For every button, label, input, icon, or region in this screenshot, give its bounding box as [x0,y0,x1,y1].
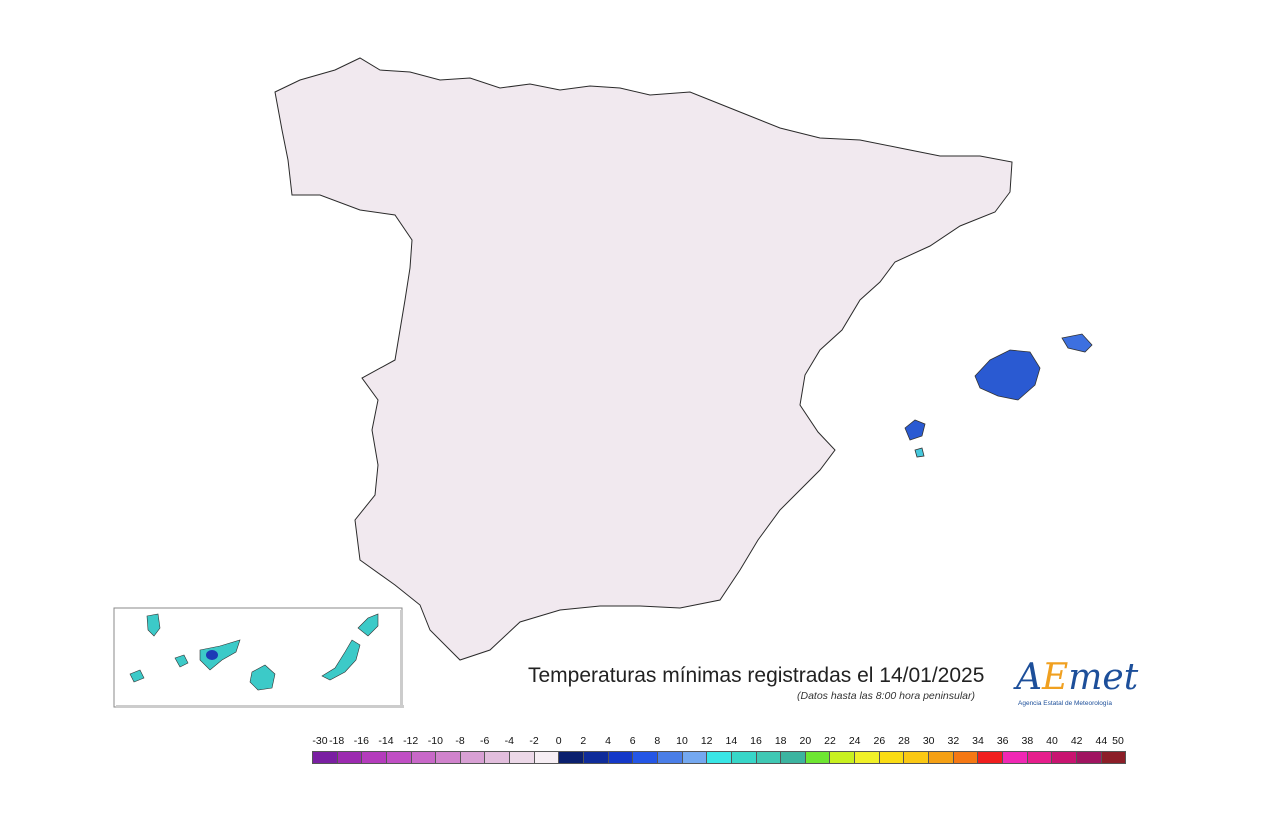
legend-tick-label: -18 [329,735,345,747]
aemet-agency-name: Agencia Estatal de Meteorología [1018,700,1112,707]
legend-swatch [362,752,387,763]
legend-swatch [707,752,732,763]
legend-swatch [855,752,880,763]
legend-tick-label: 0 [555,735,562,747]
legend-swatch [608,752,634,763]
legend-tick-label: 12 [700,735,713,747]
island-mallorca [974,349,1041,401]
legend-tick-label: 34 [972,735,984,747]
legend-swatch [731,752,757,763]
legend-swatch [633,752,658,763]
legend-swatch [460,752,486,763]
legend-swatch [1101,752,1126,763]
legend-tick-label: 20 [799,735,812,747]
legend-swatch [534,752,560,763]
legend-tick-label: 38 [1021,735,1034,747]
legend-tick-label: 18 [774,735,787,747]
legend-swatch [781,752,806,763]
legend-tick-label: 6 [629,735,636,747]
logo-letter-a: A [1016,657,1042,698]
legend-swatch [978,752,1003,763]
legend-tick-label: 32 [947,735,960,747]
legend-tick-label: -4 [504,735,514,747]
legend-tick-label: 24 [848,735,861,747]
logo-letter-e: E [1042,657,1069,698]
legend-tick-label: 42 [1070,735,1083,747]
legend-swatch [485,752,511,763]
legend-swatch [1076,752,1102,763]
island-la-gomera [174,654,189,668]
legend-swatch [386,752,412,763]
canary-inset-frame [113,607,403,708]
legend-tick-label: -6 [479,735,490,747]
island-el-hierro [129,669,145,683]
legend-tick-label: 22 [824,735,836,747]
legend-color-bar [312,751,1126,764]
legend-swatch [953,752,979,763]
legend-tick-label: 44 [1095,735,1108,747]
island-tenerife [199,639,241,671]
peninsula [274,57,1013,661]
legend-tick-label: 16 [750,735,762,747]
legend-swatch [1002,752,1028,763]
legend-tick-label: 2 [580,735,587,747]
island-ibiza [904,419,926,441]
island-la-palma [146,613,161,637]
legend-swatch [436,752,461,763]
tenerife-warm-spot [206,650,218,660]
legend-tick-label: -30 [312,735,328,747]
legend-swatch [682,752,708,763]
legend-swatch [411,752,437,763]
legend-swatch [805,752,831,763]
legend-tick-label: -8 [455,735,465,747]
island-fuerteventura [321,639,361,681]
legend-tick-label: 40 [1046,735,1058,747]
aemet-logo-mark: AEmet [1016,658,1138,698]
island-lanzarote [357,613,379,637]
legend-swatch [584,752,609,763]
legend-swatch [830,752,856,763]
legend-swatch [879,752,905,763]
legend-swatch [1052,752,1077,763]
balearic-islands [904,333,1093,458]
legend-tick-label: 28 [898,735,910,747]
island-formentera [914,447,925,458]
legend-tick-label: 4 [605,735,611,747]
logo-letters-met: met [1068,657,1139,698]
aemet-logo: AEmet Agencia Estatal de Meteorología [1016,658,1138,710]
legend-swatch [657,752,683,763]
legend-tick-label: 36 [996,735,1009,747]
legend-tick-label: 10 [676,735,688,747]
legend-tick-label: 14 [725,735,738,747]
legend-tick-label: -12 [403,735,419,747]
legend-tick-label: 26 [873,735,886,747]
legend-tick-label: -16 [353,735,369,747]
legend-swatch [337,752,363,763]
legend-swatch [559,752,585,763]
legend-tick-label: 50 [1112,735,1124,747]
legend-swatch [510,752,535,763]
legend-swatch [904,752,930,763]
legend-tick-label: -14 [378,735,394,747]
legend-labels: -30 -18 -16 -14 -12 -10 -8 -6 -4 -2 0 2 4 6 8 10 12 14 16 1… [312,735,1126,749]
map-subtitle: (Datos hasta las 8:00 hora peninsular) [797,690,976,702]
map-title: Temperaturas mínimas registradas el 14/0… [528,664,985,687]
legend-tick-label: 8 [654,735,661,747]
island-gran-canaria [249,664,276,691]
island-menorca [1061,333,1093,353]
canary-islands-inset [113,607,404,708]
legend-swatch [756,752,782,763]
legend-tick-label: -2 [529,735,539,747]
legend-tick-label: -10 [427,735,443,747]
legend-swatch [313,752,338,763]
legend-tick-label: 30 [922,735,935,747]
temperature-legend: -30 -18 -16 -14 -12 -10 -8 -6 -4 -2 0 2 4 6 8 10 12 14 16 1… [312,735,1126,765]
legend-swatch [929,752,954,763]
legend-swatch [1027,752,1053,763]
